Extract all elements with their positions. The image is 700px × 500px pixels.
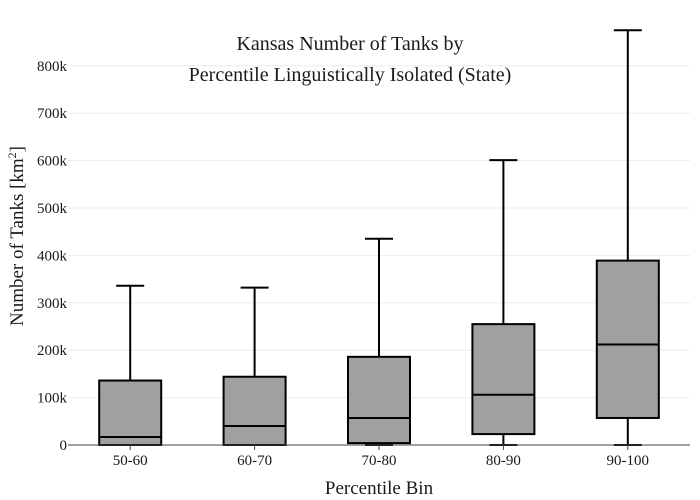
y-tick-label: 500k: [37, 201, 68, 217]
y-axis-title: Number of Tanks [km2]: [5, 146, 28, 326]
iqr-box: [595, 259, 660, 419]
box-50-60: [98, 284, 163, 447]
box-60-70: [222, 286, 287, 446]
x-tick-label: 70-80: [362, 453, 397, 469]
iqr-box: [222, 375, 287, 446]
box-70-80: [347, 237, 411, 446]
y-tick-label: 400k: [37, 248, 68, 264]
y-tick-label: 200k: [37, 343, 68, 359]
iqr-box: [471, 323, 536, 436]
x-axis-title: Percentile Bin: [325, 478, 434, 499]
x-tick-label: 80-90: [486, 453, 521, 469]
iqr-box: [98, 379, 163, 447]
chart-title-line-1: Kansas Number of Tanks by: [236, 33, 463, 55]
y-tick-label: 800k: [37, 59, 68, 75]
box-90-100: [595, 29, 660, 446]
y-axis-title-superscript: 2: [5, 152, 19, 158]
y-axis-title-main: Number of Tanks [km: [7, 158, 28, 326]
chart-title-line-2: Percentile Linguistically Isolated (Stat…: [189, 64, 512, 86]
box-series: [98, 29, 660, 447]
x-tick-label: 60-70: [237, 453, 272, 469]
y-axis-ticks: 0 100k 200k 300k 400k 500k 600k 700k 800k: [37, 59, 68, 454]
box-80-90: [471, 159, 536, 446]
x-tick-label: 50-60: [113, 453, 148, 469]
x-tick-label: 90-100: [607, 453, 650, 469]
y-tick-label: 700k: [37, 106, 68, 122]
y-tick-label: 0: [60, 438, 68, 454]
y-tick-label: 100k: [37, 391, 68, 407]
x-axis-ticks: 50-60 60-70 70-80 80-90 90-100: [113, 445, 649, 469]
y-tick-label: 600k: [37, 154, 68, 170]
iqr-box: [347, 355, 411, 445]
y-axis-title-close: ]: [7, 146, 28, 152]
y-tick-label: 300k: [37, 296, 68, 312]
